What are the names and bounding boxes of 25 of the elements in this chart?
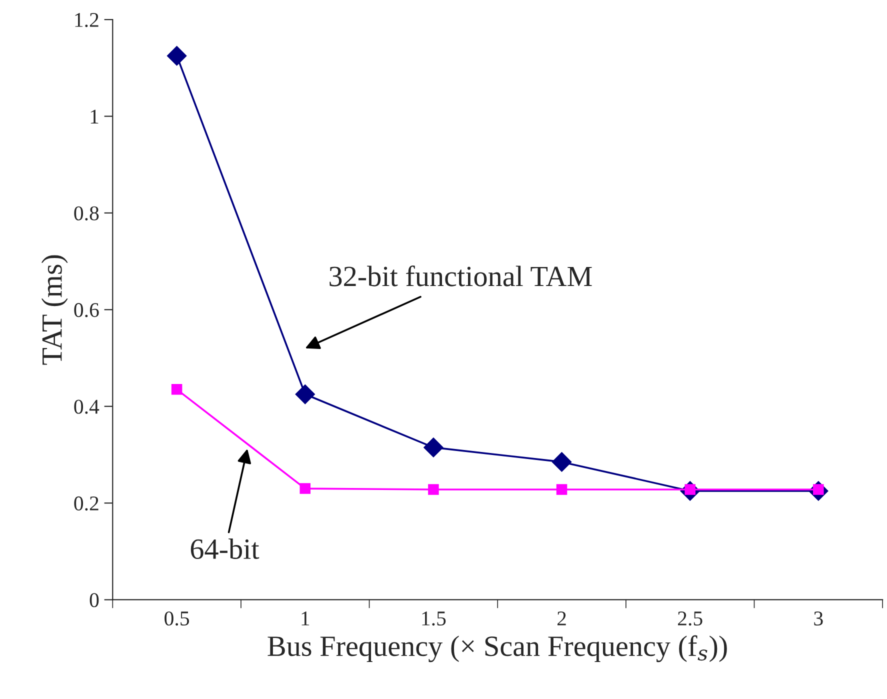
y-tick-label: 0.8 xyxy=(74,206,99,220)
x-tick-label: 0.5 xyxy=(164,611,190,626)
y-tick-label: 1.2 xyxy=(75,13,98,28)
text: 32-bit functional TAM xyxy=(330,266,592,286)
point xyxy=(552,452,572,472)
y-axis-title: TAT (ms) xyxy=(41,255,68,365)
y-tick-label: 0.4 xyxy=(74,400,100,414)
x-tick-label: 2.5 xyxy=(678,612,702,626)
x-tick-label: 1.5 xyxy=(422,612,446,626)
y-tick-label: 0.6 xyxy=(74,303,99,318)
y-tick-label: 0 xyxy=(90,593,99,608)
point xyxy=(300,483,311,494)
point xyxy=(166,46,187,66)
point xyxy=(171,384,182,395)
text: 64-bit xyxy=(190,538,260,560)
point xyxy=(428,484,439,495)
point xyxy=(295,384,315,404)
y-tick-label: 0.2 xyxy=(74,496,98,511)
point xyxy=(556,484,568,495)
x-tick-label: 2 xyxy=(557,612,566,626)
y-tick-label: 1 xyxy=(90,110,98,124)
x-tick-label: 3 xyxy=(814,612,823,626)
point xyxy=(424,438,444,458)
x-axis-title: Bus Frequency (× Scan Frequency (f$_{s}$)) xyxy=(268,635,727,662)
x-tick-label: 1 xyxy=(302,612,310,626)
